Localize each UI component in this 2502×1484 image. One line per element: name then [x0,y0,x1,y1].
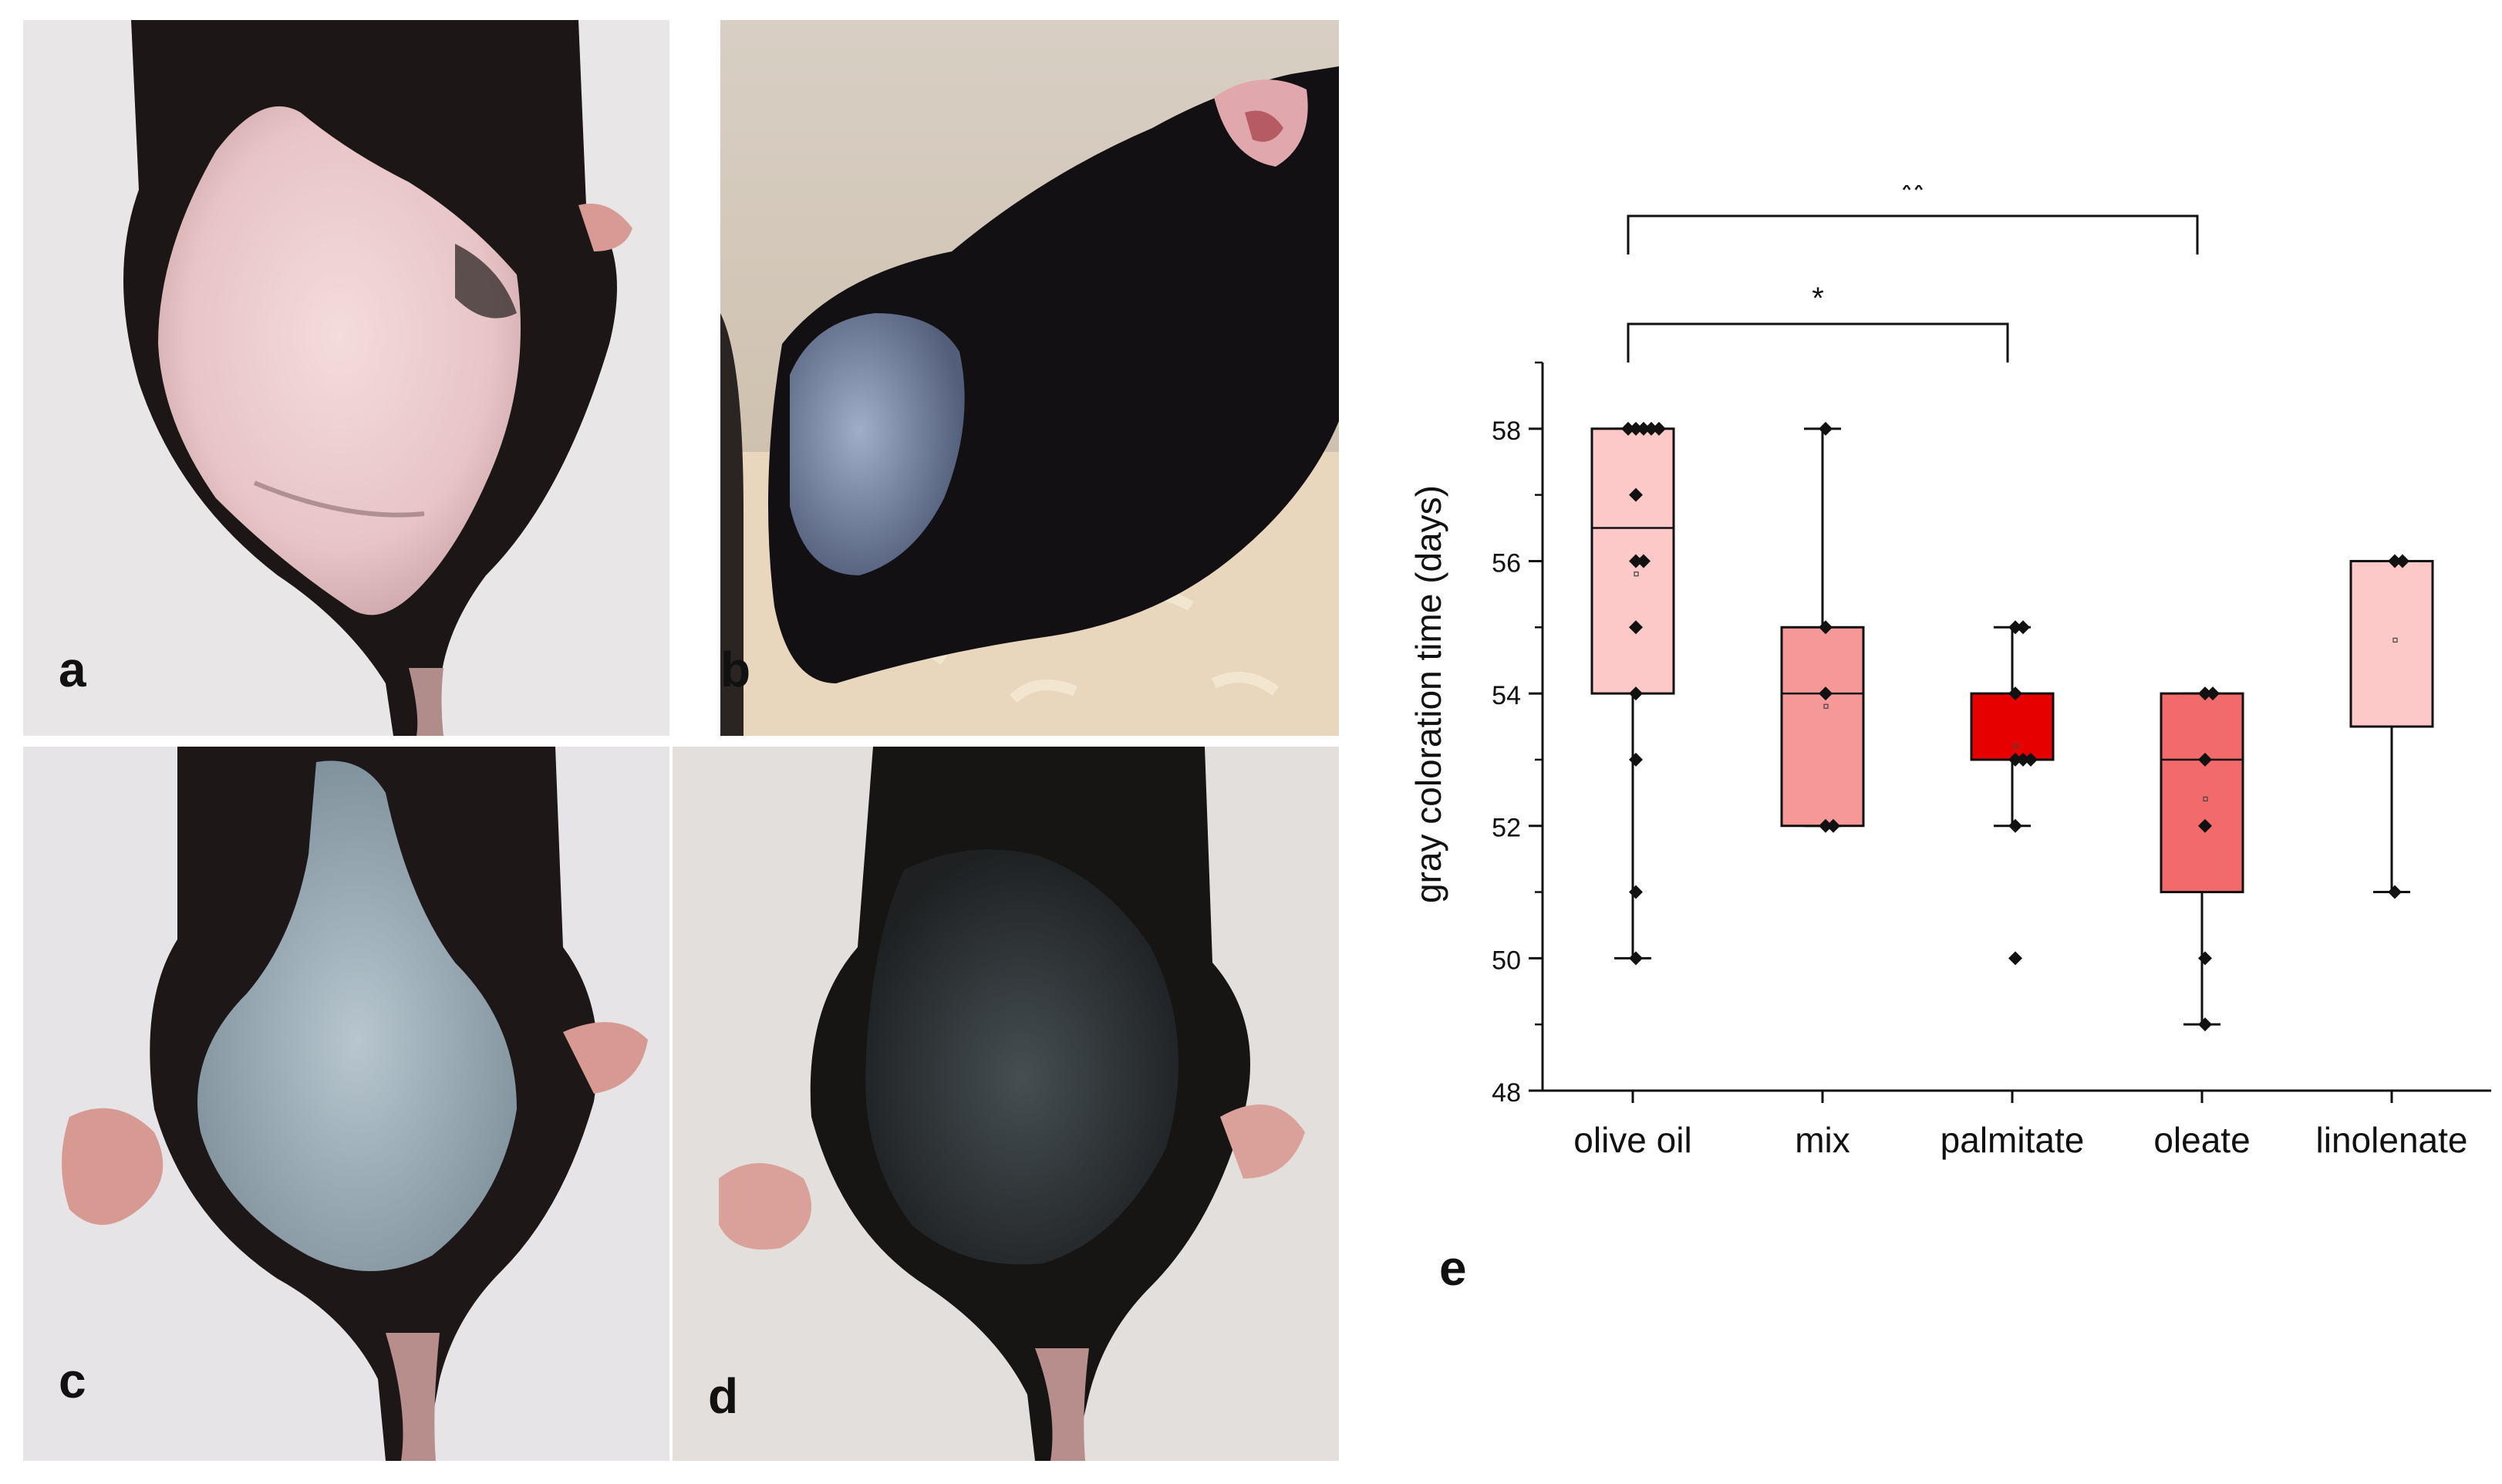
data-point [2016,620,2030,635]
data-point [1629,686,1643,701]
data-point [2198,951,2212,966]
data-point [2008,620,2022,635]
data-point [2388,885,2402,899]
data-point [2396,554,2409,568]
mean-marker [1823,703,1829,709]
y-tick-label: 56 [1492,548,1521,578]
data-point [1629,885,1643,899]
mean-marker [1634,572,1639,577]
y-tick-label: 48 [1492,1078,1521,1108]
data-point [1819,620,1833,635]
y-tick-label: 54 [1492,681,1521,710]
data-point [1826,818,1840,833]
data-point [2388,554,2402,568]
mouse-photo-b [720,20,1339,736]
data-point [2008,752,2022,767]
mean-marker [2392,637,2398,643]
data-point [1644,421,1658,436]
data-point [2008,818,2022,833]
x-tick-label: mix [1795,1120,1850,1160]
x-tick-label: olive oil [1573,1120,1691,1160]
data-point [1621,421,1635,436]
data-point [1819,421,1833,436]
data-point [2016,752,2030,767]
panel-label-b: b [720,642,751,697]
box-linolenate [2349,559,2434,728]
photo-panel-d: d [673,747,1339,1461]
significance-bracket [1627,322,2009,363]
y-tick-label: 58 [1492,417,1521,446]
x-tick-label: oleate [2153,1120,2250,1160]
data-point [2198,752,2212,767]
x-tick-label: linolenate [2316,1120,2468,1160]
box-mix [1780,626,1865,828]
significance-label: ** [1900,185,1924,207]
y-tick-label: 50 [1492,946,1521,975]
mouse-photo-a [23,20,669,736]
data-point [2008,686,2022,701]
data-point [1629,951,1643,966]
data-point [2198,1017,2212,1032]
data-point [1637,554,1651,568]
panel-label-c: c [59,1353,86,1408]
data-point [1629,752,1643,767]
x-tick-label: palmitate [1941,1120,2085,1160]
photo-panel-b: b [720,20,1339,736]
significance-bracket [1627,214,2199,255]
data-point [2206,686,2220,701]
data-point [2198,686,2212,701]
data-point [1819,818,1833,833]
box-oleate [2160,692,2244,894]
y-axis-label: gray coloration time (days) [1408,485,1448,903]
box-plot-svg: 48 50 52 54 56 58 olive oil mix palmitate oleate l… [1408,174,2491,1160]
significance-label: * [1812,282,1824,315]
panel-label-a: a [59,642,86,697]
photo-panel-a: a [23,20,669,736]
data-point [1637,421,1651,436]
box-plot-panel-e: 48 50 52 54 56 58 olive oil mix palmitate oleate l… [1388,174,2502,1188]
data-point [1629,487,1643,502]
panel-label-d: d [708,1368,739,1424]
y-tick-label: 52 [1492,814,1521,843]
data-point [1629,620,1643,635]
mouse-photo-d [673,747,1339,1461]
data-point [1629,554,1643,568]
panel-label-e: e [1439,1240,1467,1296]
mean-marker [2203,796,2208,802]
photo-panel-c: c [23,747,669,1461]
data-point [2198,818,2212,833]
data-point [2024,752,2038,767]
mouse-photo-c [23,747,669,1461]
box-palmitate [1970,692,2055,761]
data-point [1819,686,1833,701]
data-point [2008,951,2022,966]
mean-marker [2013,744,2018,749]
data-point [1629,421,1643,436]
data-point [1652,421,1666,436]
